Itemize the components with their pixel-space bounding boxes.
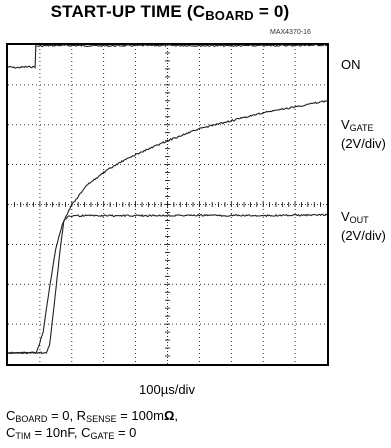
condition-text: = 100m	[116, 408, 164, 423]
series-label-vgate: VGATE (2V/div)	[341, 117, 386, 151]
condition-text: = 0, R	[47, 408, 87, 423]
x-axis-label: 100µs/div	[139, 382, 195, 397]
trace-on	[7, 43, 328, 69]
series-label-vout: VOUT (2V/div)	[341, 209, 386, 243]
conditions-line-1: CBOARD = 0, RSENSE = 100mΩ,	[6, 408, 178, 427]
plot-traces	[7, 43, 328, 355]
condition-text: C	[6, 425, 16, 440]
figure-id: MAX4370-16	[270, 29, 311, 36]
trace-vgate	[7, 100, 328, 355]
trace-vout	[7, 213, 328, 355]
condition-text: BOARD	[15, 414, 48, 424]
condition-text: Ω	[163, 408, 175, 423]
condition-text: ,	[174, 408, 178, 423]
series-label-on: ON	[341, 57, 361, 72]
condition-text: C	[6, 408, 16, 423]
condition-text: = 10nF, C	[30, 425, 91, 440]
chart-title: START-UP TIME (CBOARD = 0)	[50, 2, 290, 23]
conditions-line-2: CTIM = 10nF, CGATE = 0	[6, 425, 136, 444]
condition-text: = 0	[114, 425, 137, 440]
plot-grid	[8, 45, 327, 364]
condition-text: SENSE	[86, 414, 117, 424]
plot-frame	[6, 43, 329, 366]
condition-text: GATE	[90, 431, 115, 441]
condition-text: TIM	[15, 431, 31, 441]
